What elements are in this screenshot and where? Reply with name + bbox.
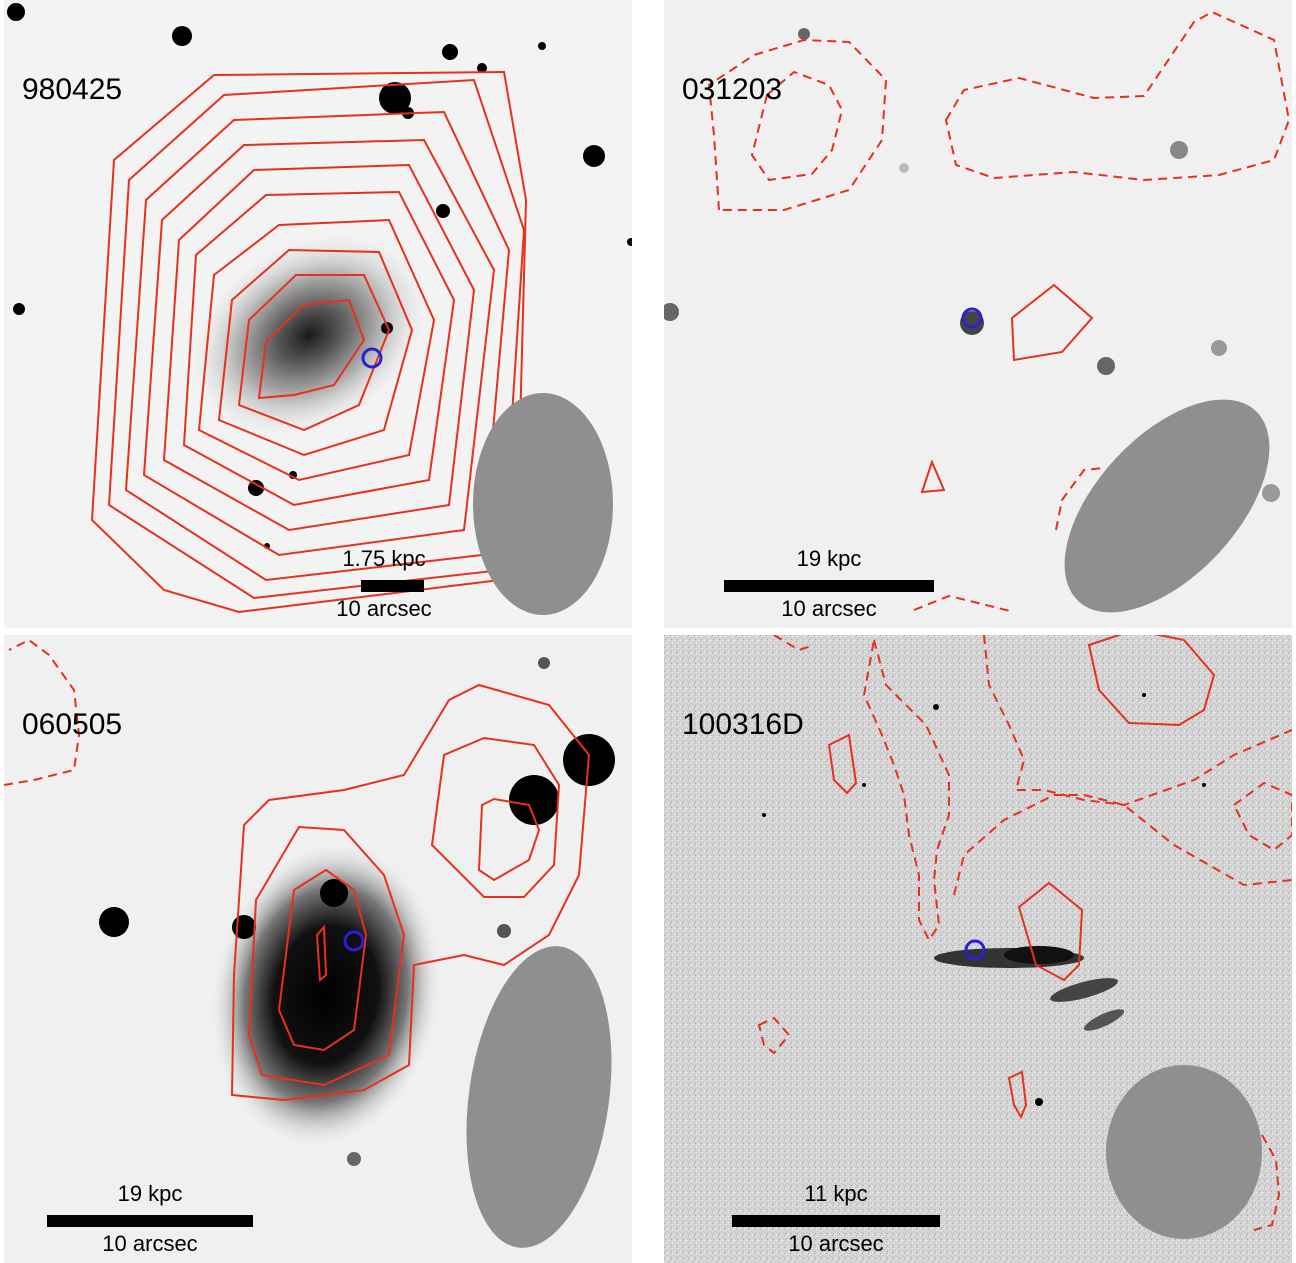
panel-label: 031203 (682, 73, 783, 106)
grb-position-marker (961, 307, 983, 329)
field-stars (7, 3, 632, 549)
scale-angular: 10 arcsec (336, 596, 432, 621)
beam-ellipse (473, 393, 613, 615)
scale-angular: 10 arcsec (102, 1231, 198, 1256)
panel-label: 060505 (22, 708, 123, 741)
host-galaxy (934, 946, 1125, 1031)
scale-bar (47, 1215, 253, 1227)
grb-position-marker (964, 939, 986, 961)
sky-image-100316D (664, 635, 1292, 1263)
grb-position-marker (343, 930, 365, 952)
beam-ellipse (1106, 1065, 1262, 1239)
radio-contours (757, 635, 1292, 1231)
scale-angular: 10 arcsec (788, 1231, 884, 1256)
scale-bar (732, 1215, 940, 1227)
host-galaxy (209, 841, 443, 1149)
scale-physical: 1.75 kpc (342, 546, 426, 571)
sky-image-980425 (4, 0, 632, 628)
scale-physical: 19 kpc (796, 546, 862, 571)
panel-label: 980425 (22, 73, 123, 106)
sky-image-031203 (664, 0, 1292, 628)
scale-physical: 19 kpc (117, 1181, 183, 1206)
radio-contours (707, 10, 1291, 613)
radio-contours (90, 70, 528, 614)
scale-angular: 10 arcsec (781, 596, 877, 621)
radio-contours (4, 638, 591, 1102)
scale-bar (361, 580, 424, 592)
panel-100316D: 100316D 11 kpc 10 arcsec (664, 635, 1292, 1263)
sky-image-060505 (4, 635, 632, 1263)
scale-bar (724, 580, 934, 592)
beam-ellipse (466, 946, 612, 1248)
field-sources (762, 693, 1206, 1106)
panel-060505: 060505 19 kpc 10 arcsec (4, 635, 632, 1263)
host-galaxy (960, 311, 984, 335)
panel-label: 100316D (682, 708, 804, 741)
panel-031203: 031203 19 kpc 10 arcsec (664, 0, 1292, 628)
field-sources (664, 28, 1280, 502)
scale-physical: 11 kpc (804, 1181, 868, 1206)
host-galaxy (186, 230, 432, 440)
panel-980425: 980425 1.75 kpc 10 arcsec (4, 0, 632, 628)
grb-position-marker (361, 347, 383, 369)
beam-ellipse (1064, 399, 1270, 613)
